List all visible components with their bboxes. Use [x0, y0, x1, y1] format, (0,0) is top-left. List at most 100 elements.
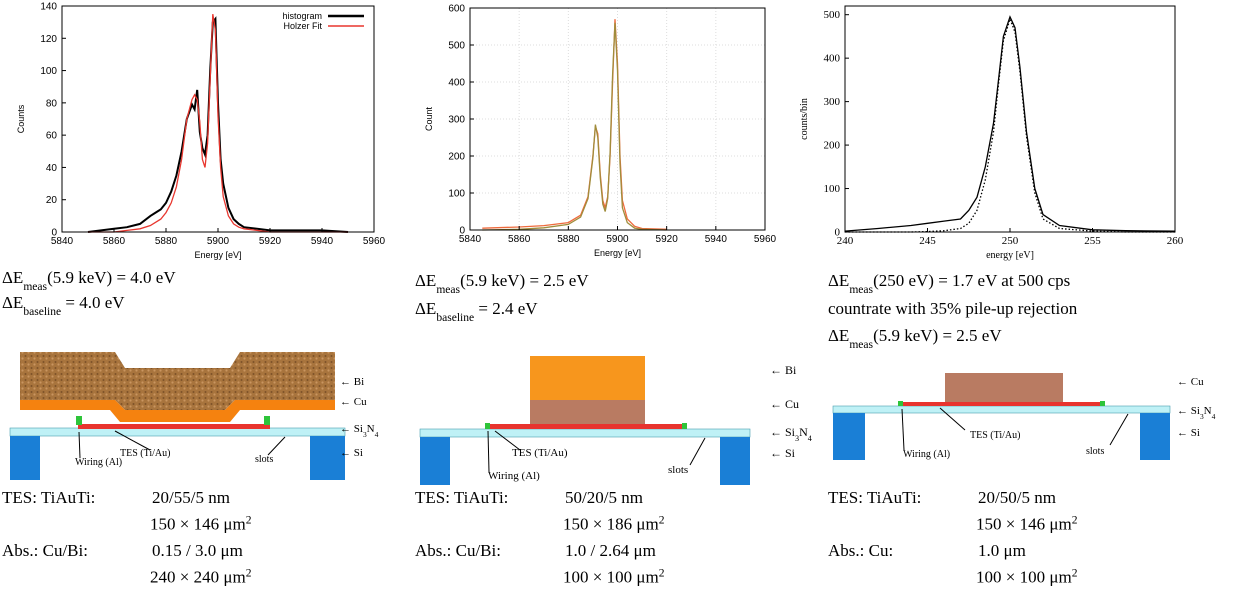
text-part: ← Si: [1177, 405, 1200, 417]
text-part: (250 eV) = 1.7 eV at 500 cps: [873, 271, 1070, 290]
text-part: = 2.4 eV: [474, 299, 538, 318]
y-tick-label: 0: [51, 228, 57, 239]
script-text: 2: [659, 513, 665, 526]
script-text: 3: [795, 434, 799, 443]
y-tick-label: 120: [40, 34, 57, 45]
spec-label: TES: TiAuTi:: [2, 488, 95, 507]
caption-line: ΔEmeas(250 eV) = 1.7 eV at 500 cps: [828, 271, 1070, 296]
text-part: 1.0 μm: [978, 541, 1026, 560]
wiring-label: Wiring (Al): [488, 470, 540, 482]
si-substrate: [310, 436, 345, 480]
y-tick-label: 400: [448, 78, 465, 89]
si-substrate: [1140, 413, 1170, 460]
script-text: 2: [659, 566, 665, 579]
text-part: 100 × 100 μm: [976, 568, 1072, 587]
text-part: 150 × 146 μm: [976, 515, 1072, 534]
cu-absorber: [945, 373, 1063, 402]
x-tick-label: 5860: [103, 236, 126, 247]
spec-value: 150 × 186 μm2: [563, 513, 665, 534]
legend-label: histogram: [282, 11, 322, 21]
y-tick-label: 40: [46, 163, 58, 174]
x-tick-label: 255: [1084, 235, 1101, 247]
pointer: [494, 430, 521, 451]
spec-value: 20/55/5 nm: [152, 488, 230, 507]
tes: [900, 402, 1103, 406]
membrane-label: ← Si3N4: [1177, 405, 1216, 421]
script-text: meas: [23, 280, 47, 293]
membrane-label: ← Si3N4: [770, 425, 812, 443]
text-part: 20/55/5 nm: [152, 488, 230, 507]
membrane: [419, 428, 751, 438]
y-tick-label: 60: [46, 131, 58, 142]
cu-absorber: [530, 400, 645, 424]
caption-line: ΔEbaseline = 4.0 eV: [2, 293, 125, 318]
plot-frame: [844, 5, 1176, 233]
script-text: 2: [246, 513, 252, 526]
membrane: [832, 405, 1171, 414]
x-tick-label: 5880: [557, 234, 580, 245]
slots-label: slots: [668, 464, 688, 476]
script-text: 4: [1212, 412, 1216, 421]
caption-line: ΔEbaseline = 2.4 eV: [415, 299, 538, 324]
x-tick-label: 5920: [259, 236, 282, 247]
text-part: 50/20/5 nm: [565, 488, 643, 507]
si-substrate: [833, 413, 865, 460]
substrate-label: ← Si: [770, 446, 796, 460]
x-tick-label: 5960: [754, 234, 777, 245]
bi-absorber: [530, 356, 645, 400]
script-text: meas: [849, 283, 873, 296]
si-substrate: [10, 436, 40, 480]
script-text: 2: [246, 566, 252, 579]
layer-label: ← Cu: [770, 397, 799, 411]
script-text: baseline: [436, 311, 474, 324]
text-part: N: [367, 423, 375, 435]
x-tick-label: 5860: [508, 234, 531, 245]
caption-line: ΔEmeas(5.9 keV) = 2.5 eV: [415, 271, 589, 296]
spec-value: 20/50/5 nm: [978, 488, 1056, 507]
spec-value: 1.0 / 2.64 μm: [565, 541, 656, 560]
data-line: [88, 13, 348, 233]
y-tick-label: 0: [459, 226, 465, 237]
text-part: 240 × 240 μm: [150, 568, 246, 587]
text-part: ΔE: [828, 271, 849, 290]
x-tick-label: 260: [1167, 235, 1184, 247]
si-substrate: [720, 437, 750, 485]
wiring: [485, 423, 490, 429]
spec-value: 150 × 146 μm2: [976, 513, 1078, 534]
y-tick-label: 300: [824, 96, 841, 108]
wiring: [682, 423, 687, 429]
y-tick-label: 400: [824, 53, 841, 65]
text-part: ΔE: [415, 299, 436, 318]
text-part: (5.9 keV) = 4.0 eV: [47, 268, 176, 287]
text-part: ← Si: [340, 423, 363, 435]
text-part: 100 × 100 μm: [563, 568, 659, 587]
y-tick-label: 20: [46, 195, 58, 206]
pointer: [901, 408, 905, 451]
spec-label: Abs.: Cu/Bi:: [415, 541, 501, 560]
slots-label: slots: [255, 454, 273, 465]
spec-value: 100 × 100 μm2: [976, 566, 1078, 587]
text-part: 20/50/5 nm: [978, 488, 1056, 507]
panel: ΔEmeas(5.9 keV) = 2.5 eV ΔEbaseline = 2.4…: [415, 271, 812, 587]
substrate-label: ← Si: [340, 447, 363, 459]
tes: [487, 424, 685, 429]
script-text: meas: [436, 283, 460, 296]
wiring-label: Wiring (Al): [75, 457, 122, 468]
data-line: [844, 15, 1176, 232]
text-part: (5.9 keV) = 2.5 eV: [460, 271, 589, 290]
x-tick-label: 250: [1002, 235, 1019, 247]
x-tick-label: 5900: [606, 234, 629, 245]
script-text: 4: [808, 434, 812, 443]
pointer: [689, 437, 706, 466]
x-axis-label: Energy [eV]: [594, 248, 641, 258]
tes-label: TES (Ti/Au): [512, 447, 568, 459]
pointer: [487, 430, 490, 473]
spec-value: 1.0 μm: [978, 541, 1026, 560]
x-tick-label: 5960: [363, 236, 386, 247]
pointer: [78, 431, 81, 459]
script-text: 2: [1072, 566, 1078, 579]
substrate-label: ← Si: [1177, 427, 1200, 439]
caption-line: ΔEmeas(5.9 keV) = 4.0 eV: [2, 268, 176, 293]
wiring: [1100, 401, 1105, 406]
caption-line: countrate with 35% pile-up rejection: [828, 299, 1078, 318]
